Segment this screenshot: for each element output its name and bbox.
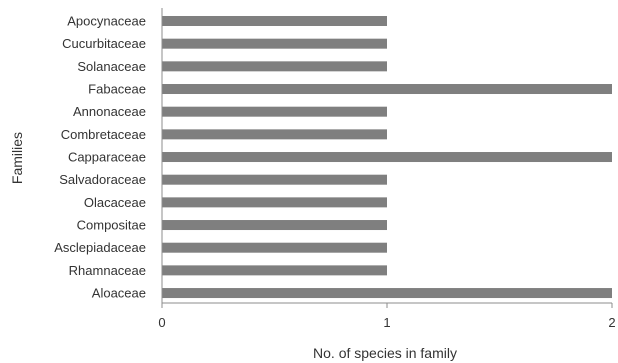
category-label-combretaceae: Combretaceae xyxy=(61,127,146,142)
category-label-capparaceae: Capparaceae xyxy=(68,150,146,165)
bar-aloaceae xyxy=(162,288,612,299)
y-axis-title: Families xyxy=(9,132,25,184)
x-tick-label-2: 2 xyxy=(608,315,615,330)
category-label-aloaceae: Aloaceae xyxy=(92,286,146,301)
bar-olacaceae xyxy=(162,197,387,208)
category-labels-group: Apocynaceae Cucurbitaceae Solanaceae Fabace… xyxy=(54,14,146,301)
bar-apocynaceae xyxy=(162,16,387,26)
category-label-apocynaceae: Apocynaceae xyxy=(67,14,146,29)
category-label-solanaceae: Solanaceae xyxy=(77,59,146,74)
category-label-asclepiadaceae: Asclepiadaceae xyxy=(54,240,146,255)
category-label-salvadoraceae: Salvadoraceae xyxy=(59,172,146,187)
bar-capparaceae xyxy=(162,152,612,163)
bar-salvadoraceae xyxy=(162,174,387,185)
category-label-annonaceae: Annonaceae xyxy=(73,104,146,119)
x-axis-title: No. of species in family xyxy=(313,345,457,361)
bar-combretaceae xyxy=(162,129,387,140)
bar-cucurbitaceae xyxy=(162,38,387,49)
bar-compositae xyxy=(162,220,387,231)
bar-fabaceae xyxy=(162,84,612,95)
bar-rhamnaceae xyxy=(162,265,387,276)
bar-asclepiadaceae xyxy=(162,242,387,253)
category-label-olacaceae: Olacaceae xyxy=(84,195,146,210)
bar-solanaceae xyxy=(162,61,387,72)
category-label-fabaceae: Fabaceae xyxy=(88,82,146,97)
category-label-compositae: Compositae xyxy=(77,218,146,233)
category-label-rhamnaceae: Rhamnaceae xyxy=(69,263,146,278)
x-tick-label-0: 0 xyxy=(158,315,165,330)
bar-annonaceae xyxy=(162,106,387,117)
x-tick-label-1: 1 xyxy=(383,315,390,330)
bars-group xyxy=(162,16,612,299)
x-ticks-group: 0 1 2 xyxy=(158,303,616,330)
category-label-cucurbitaceae: Cucurbitaceae xyxy=(62,36,146,51)
